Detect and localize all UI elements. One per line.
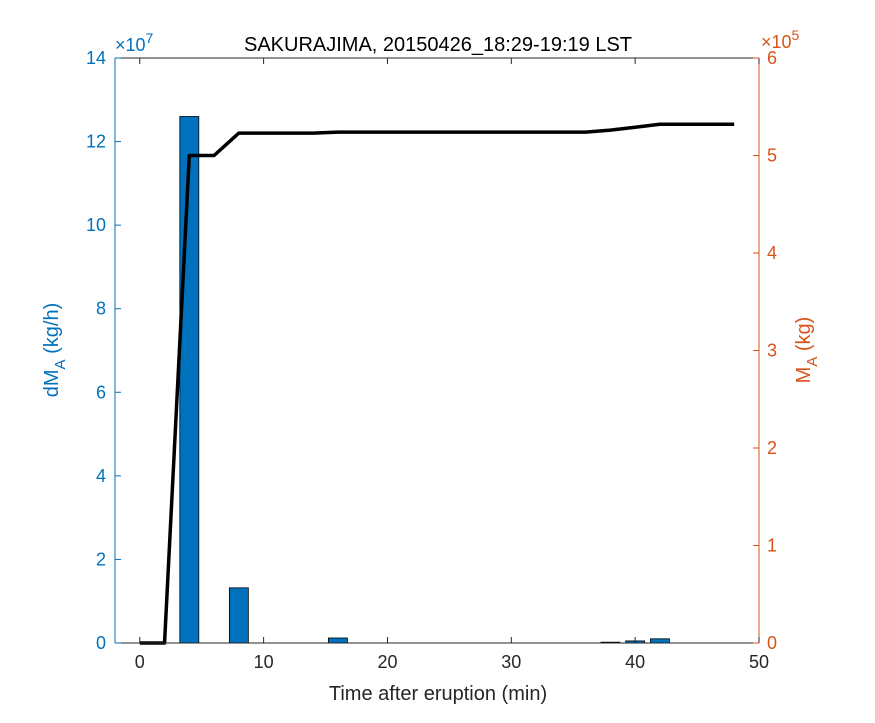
- y-right-tick-label: 2: [767, 438, 777, 458]
- y-left-tick-label: 14: [86, 48, 106, 68]
- y-left-tick-label: 6: [96, 382, 106, 402]
- x-tick-label: 20: [377, 652, 397, 672]
- y-right-tick-label: 5: [767, 146, 777, 166]
- y-right-tick-label: 4: [767, 243, 777, 263]
- bar: [179, 116, 200, 644]
- y-left-tick-label: 12: [86, 132, 106, 152]
- x-tick-label: 50: [749, 652, 769, 672]
- x-axis-label: Time after eruption (min): [329, 683, 547, 705]
- y-left-tick-label: 4: [96, 466, 106, 486]
- y-axis-left-label: dMA (kg/h): [41, 303, 69, 398]
- x-tick-label: 40: [625, 652, 645, 672]
- y-left-tick-label: 0: [96, 633, 106, 653]
- right-axis-exponent: ×105: [761, 27, 800, 52]
- bar: [328, 637, 348, 644]
- bar: [650, 638, 670, 644]
- y-left-tick-label: 10: [86, 215, 106, 235]
- x-tick-label: 10: [254, 652, 274, 672]
- y-left-tick-label: 8: [96, 299, 106, 319]
- x-tick-label: 30: [501, 652, 521, 672]
- y-right-tick-label: 0: [767, 633, 777, 653]
- y-right-tick-label: 1: [767, 536, 777, 556]
- chart-title: SAKURAJIMA, 20150426_18:29-19:19 LST: [244, 34, 632, 56]
- left-axis-exponent: ×107: [115, 30, 154, 55]
- y-right-tick-label: 3: [767, 341, 777, 361]
- y-right-tick-label: 6: [767, 48, 777, 68]
- x-tick-label: 0: [135, 652, 145, 672]
- y-left-tick-label: 2: [96, 549, 106, 569]
- y-axis-right-label: MA (kg): [793, 317, 821, 384]
- series-line: [139, 122, 735, 645]
- bar: [228, 587, 249, 644]
